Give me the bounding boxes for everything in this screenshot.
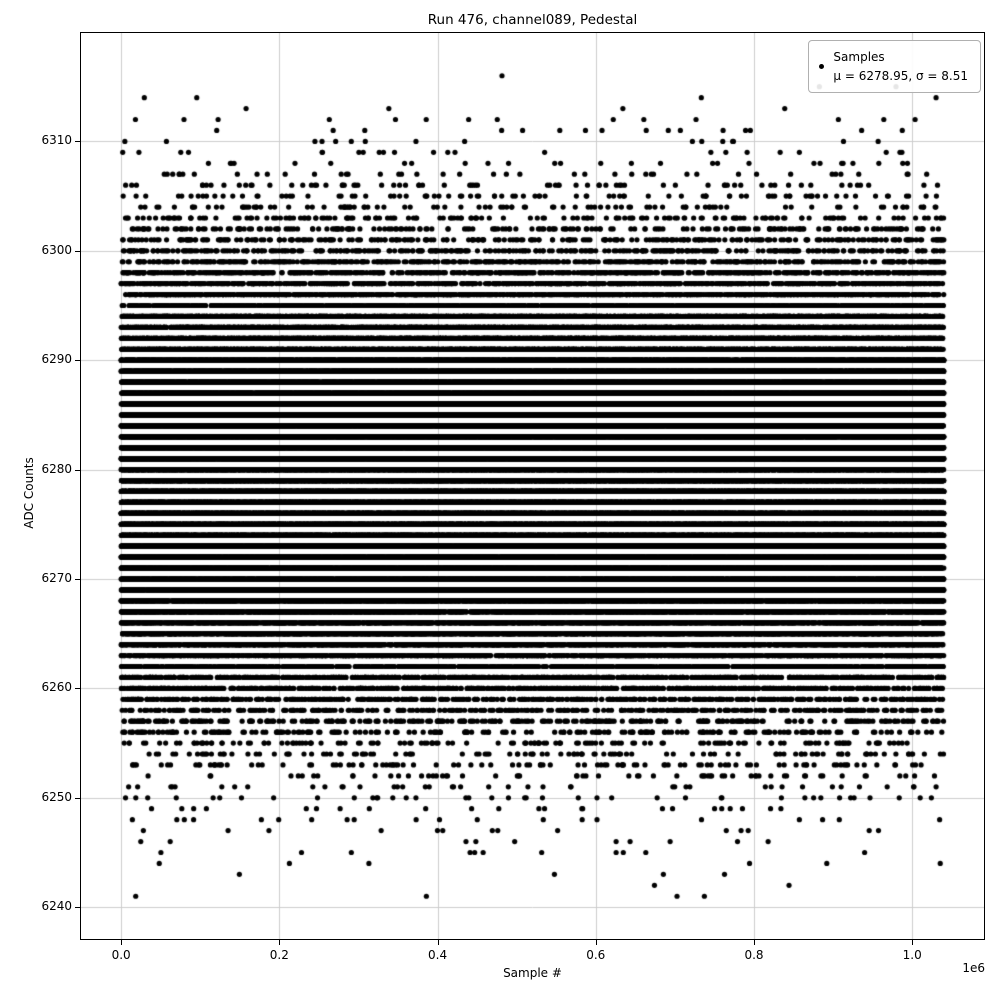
legend-label-samples: Samples <box>833 50 885 64</box>
samples-marker-icon <box>819 64 825 70</box>
y-tick-label: 6270 <box>41 570 72 585</box>
x-tick-mark <box>438 940 439 945</box>
chart-title: Run 476, channel089, Pedestal <box>427 12 638 28</box>
y-tick-mark <box>75 907 80 908</box>
plot-area <box>80 32 985 940</box>
x-tick-mark <box>754 940 755 945</box>
x-tick-label: 0.0 <box>111 948 131 962</box>
y-tick-label: 6290 <box>41 352 72 367</box>
y-tick-label: 6250 <box>41 789 72 804</box>
x-tick-label: 0.6 <box>586 948 606 962</box>
y-tick-mark <box>75 470 80 471</box>
y-tick-label: 6240 <box>41 899 72 914</box>
y-tick-mark <box>75 141 80 142</box>
x-tick-label: 0.8 <box>744 948 764 962</box>
x-tick-mark <box>121 940 122 945</box>
y-tick-mark <box>75 798 80 799</box>
y-tick-label: 6280 <box>41 461 72 476</box>
x-axis-label: Sample # <box>503 966 562 980</box>
y-tick-mark <box>75 360 80 361</box>
legend: Samples μ = 6278.95, σ = 8.51 <box>808 40 981 94</box>
y-tick-mark <box>75 688 80 689</box>
x-tick-label: 0.4 <box>428 948 448 962</box>
x-tick-mark <box>279 940 280 945</box>
y-axis-label: ADC Counts <box>22 457 36 529</box>
y-tick-label: 6300 <box>41 242 72 257</box>
x-tick-label: 0.2 <box>269 948 289 962</box>
x-tick-mark <box>596 940 597 945</box>
y-tick-label: 6260 <box>41 680 72 695</box>
y-tick-label: 6310 <box>41 133 72 148</box>
x-tick-label: 1.0 <box>902 948 922 962</box>
legend-label-stats: μ = 6278.95, σ = 8.51 <box>833 68 968 83</box>
legend-text: Samples μ = 6278.95, σ = 8.51 <box>833 48 968 85</box>
x-tick-mark <box>912 940 913 945</box>
y-tick-mark <box>75 251 80 252</box>
y-tick-mark <box>75 579 80 580</box>
x-axis-offset-label: 1e6 <box>962 961 985 975</box>
